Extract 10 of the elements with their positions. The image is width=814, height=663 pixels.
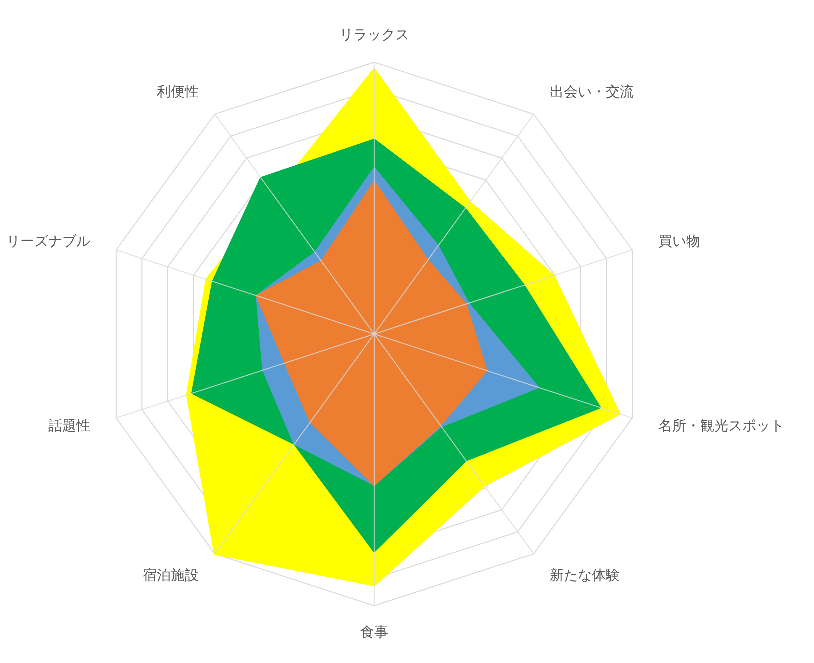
spoke-label: リーズナブル xyxy=(6,234,91,250)
spoke-label: 利便性 xyxy=(157,84,200,100)
spoke-label: 名所・観光スポット xyxy=(658,418,784,435)
spoke-label: 食事 xyxy=(360,625,388,642)
spoke-label: 宿泊施設 xyxy=(143,568,200,584)
spoke-label: 買い物 xyxy=(658,234,700,250)
spoke-label: 話題性 xyxy=(48,418,91,435)
spoke-label: 新たな体験 xyxy=(550,568,620,584)
spoke-label: 出会い・交流 xyxy=(550,84,634,100)
spoke-label: リラックス xyxy=(339,27,410,44)
